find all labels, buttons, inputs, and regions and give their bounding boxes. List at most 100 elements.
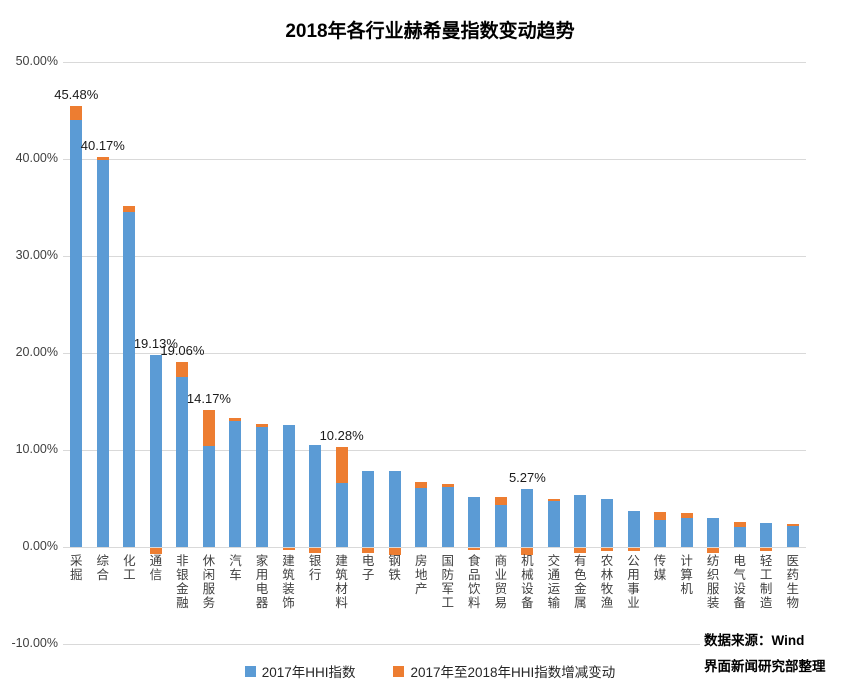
- bar-2017-hhi: [574, 494, 587, 547]
- bar-hhi-change: [256, 424, 269, 427]
- x-axis-label: 房 地 产: [414, 554, 428, 596]
- gridline-40: [63, 159, 806, 160]
- bar-2017-hhi: [468, 496, 481, 547]
- bar-2017-hhi: [202, 446, 215, 547]
- x-axis-label: 交 通 运 输: [547, 554, 561, 610]
- bar-2017-hhi: [600, 498, 613, 547]
- bar-hhi-change: [176, 362, 189, 378]
- bar-2017-hhi: [96, 159, 109, 547]
- data-label: 40.17%: [80, 138, 125, 154]
- bar-hhi-change: [786, 524, 799, 527]
- source-line-jiemian: 界面新闻研究部整理: [704, 659, 826, 674]
- bar-hhi-change: [309, 548, 322, 553]
- bar-2017-hhi: [680, 518, 693, 547]
- bar-2017-hhi: [388, 471, 401, 547]
- bar-hhi-change: [335, 447, 348, 483]
- x-axis-label: 医 药 生 物: [786, 554, 799, 610]
- x-axis-label: 钢 铁: [388, 554, 401, 582]
- bar-hhi-change: [654, 511, 667, 520]
- bar-2017-hhi: [733, 526, 746, 547]
- x-axis-label: 家 用 电 器: [255, 554, 269, 610]
- x-axis-label: 综 合: [96, 554, 110, 582]
- x-axis-label: 机 械 设 备: [521, 554, 534, 610]
- x-axis-label: 有 色 金 属: [574, 554, 587, 610]
- data-label: 19.06%: [160, 343, 205, 359]
- x-axis-label: 汽 车: [229, 554, 242, 582]
- bar-hhi-change: [96, 157, 109, 160]
- bar-hhi-change: [149, 548, 162, 555]
- bar-2017-hhi: [521, 488, 534, 547]
- x-axis-label: 农 林 牧 渔: [600, 554, 614, 610]
- data-label: 5.27%: [508, 469, 546, 485]
- gridline-10: [63, 450, 806, 451]
- gridline-0: [63, 547, 806, 548]
- bar-hhi-change: [707, 548, 720, 553]
- data-label: 10.28%: [319, 428, 364, 444]
- x-axis-label: 轻 工 制 造: [759, 554, 773, 610]
- bar-hhi-change: [627, 548, 640, 551]
- x-axis-label: 建 筑 材 料: [335, 554, 348, 610]
- x-axis-label: 非 银 金 融: [176, 554, 189, 610]
- legend-item-change: 2017年至2018年HHI指数增减变动: [393, 661, 615, 681]
- bar-hhi-change: [733, 521, 746, 527]
- legend-label-2017-hhi: 2017年HHI指数: [261, 665, 356, 680]
- bar-2017-hhi: [335, 482, 348, 547]
- y-axis-tick-label: 0.00%: [22, 539, 58, 553]
- x-axis-label: 国 防 军 工: [441, 554, 455, 610]
- legend-swatch-orange: [393, 665, 405, 677]
- data-label: 45.48%: [54, 86, 99, 102]
- bar-hhi-change: [760, 548, 773, 552]
- bar-hhi-change: [547, 498, 560, 501]
- x-axis-label: 银 行: [308, 554, 322, 582]
- bar-2017-hhi: [786, 526, 799, 547]
- bar-hhi-change: [388, 548, 401, 555]
- y-axis-tick-label: 50.00%: [15, 54, 58, 68]
- bar-2017-hhi: [547, 500, 560, 547]
- bar-2017-hhi: [362, 470, 375, 547]
- bar-2017-hhi: [441, 486, 454, 547]
- chart-title: 2018年各行业赫希曼指数变动趋势: [285, 21, 575, 42]
- x-axis-label: 传 媒: [653, 554, 667, 582]
- bar-2017-hhi: [256, 426, 269, 547]
- bar-hhi-change: [680, 513, 693, 519]
- y-axis-tick-label: 10.00%: [15, 442, 58, 456]
- bar-2017-hhi: [123, 212, 136, 547]
- bar-hhi-change: [415, 482, 428, 489]
- legend-item-2017-hhi: 2017年HHI指数: [244, 661, 356, 681]
- bar-hhi-change: [574, 548, 587, 553]
- x-axis-label: 商 业 贸 易: [494, 554, 508, 610]
- y-axis-tick-label: -10.00%: [11, 636, 58, 650]
- bar-hhi-change: [441, 484, 454, 487]
- bar-2017-hhi: [494, 504, 507, 547]
- x-axis-label: 化 工: [123, 554, 136, 582]
- bar-2017-hhi: [760, 522, 773, 547]
- bar-hhi-change: [202, 409, 215, 447]
- x-axis-label: 纺 织 服 装: [706, 554, 720, 610]
- x-axis-label: 食 品 饮 料: [468, 554, 481, 610]
- bar-hhi-change: [521, 548, 534, 556]
- bar-2017-hhi: [415, 488, 428, 547]
- x-axis-label: 休 闲 服 务: [202, 554, 216, 610]
- legend-label-change: 2017年至2018年HHI指数增减变动: [410, 665, 616, 680]
- bar-hhi-change: [494, 496, 507, 505]
- x-axis-label: 通 信: [149, 554, 163, 582]
- bar-2017-hhi: [282, 425, 295, 547]
- bar-2017-hhi: [707, 517, 720, 547]
- bar-hhi-change: [600, 548, 613, 551]
- x-axis-label: 电 气 设 备: [733, 554, 746, 610]
- bar-2017-hhi: [309, 445, 322, 547]
- data-label: 14.17%: [186, 390, 231, 406]
- gridline-30: [63, 256, 806, 257]
- y-axis-tick-label: 20.00%: [15, 345, 58, 359]
- bar-2017-hhi: [176, 377, 189, 547]
- bar-hhi-change: [282, 548, 295, 550]
- bar-hhi-change: [123, 206, 136, 213]
- source-line-wind: 数据来源：Wind: [704, 633, 805, 648]
- bar-hhi-change: [362, 548, 375, 554]
- gridline-20: [63, 353, 806, 354]
- y-axis-tick-label: 30.00%: [15, 248, 58, 262]
- y-axis-tick-label: 40.00%: [15, 151, 58, 165]
- legend-swatch-blue: [244, 665, 256, 677]
- x-axis-label: 计 算 机: [680, 554, 693, 596]
